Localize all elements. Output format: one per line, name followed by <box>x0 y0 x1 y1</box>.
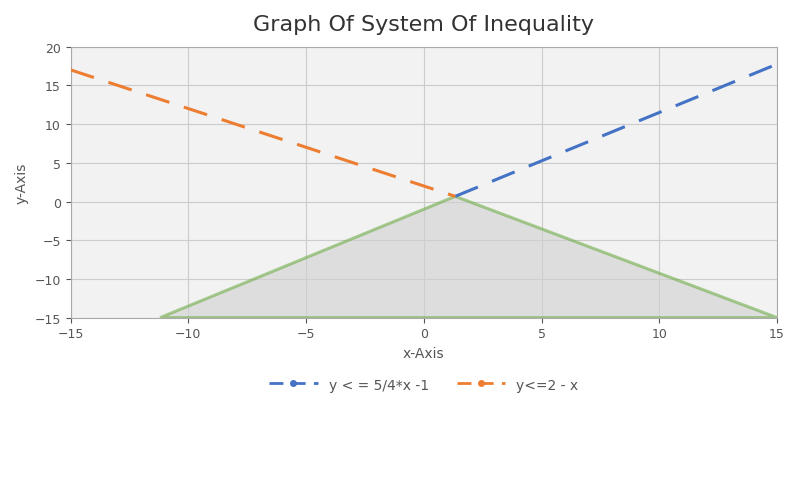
X-axis label: x-Axis: x-Axis <box>403 346 445 360</box>
Y-axis label: y-Axis: y-Axis <box>15 162 29 203</box>
Legend: y < = 5/4*x -1, y<=2 - x: y < = 5/4*x -1, y<=2 - x <box>263 373 584 397</box>
Polygon shape <box>160 197 777 318</box>
Title: Graph Of System Of Inequality: Graph Of System Of Inequality <box>254 15 594 35</box>
